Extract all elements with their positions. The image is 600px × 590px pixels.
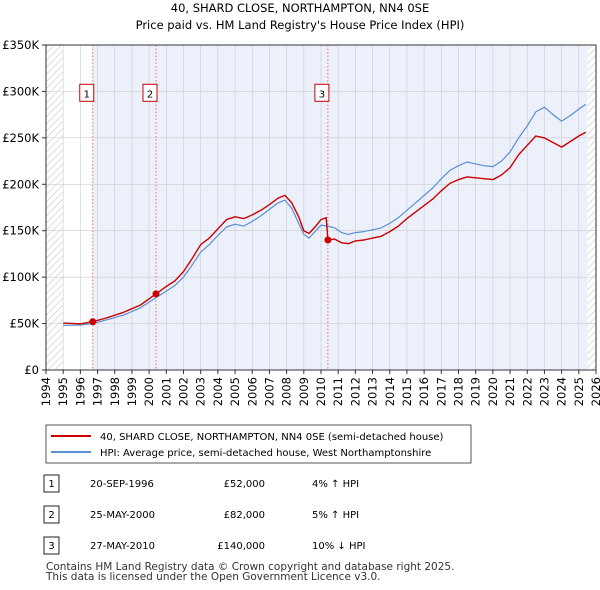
sale-label-number: 3 xyxy=(319,89,325,100)
row-number: 1 xyxy=(48,479,54,490)
y-tick-label: £250K xyxy=(2,131,39,145)
sale-label-number: 1 xyxy=(84,89,90,100)
x-tick-label: 1998 xyxy=(108,377,122,406)
property-series-line xyxy=(63,131,587,325)
row-number: 2 xyxy=(48,510,54,521)
x-tick-label: 2025 xyxy=(572,377,586,406)
y-tick-label: £50K xyxy=(10,317,40,331)
hpi-series-line xyxy=(63,103,587,326)
x-tick-label: 2010 xyxy=(314,377,328,406)
legend-box xyxy=(45,424,472,464)
x-tick-label: 2026 xyxy=(589,377,600,406)
hatch-before-data xyxy=(46,45,64,370)
x-tick-label: 2008 xyxy=(280,377,294,406)
table-row: 3 27-MAY-2010 £140,000 10% ↓ HPI xyxy=(43,536,365,555)
row-date: 20-SEP-1996 xyxy=(90,479,154,490)
sale-2-label: 2 xyxy=(142,83,158,102)
y-tick-label: £300K xyxy=(2,84,39,98)
hatch-after-data xyxy=(587,45,596,370)
row-date: 27-MAY-2010 xyxy=(90,541,155,552)
x-tick-label: 2001 xyxy=(159,377,173,406)
x-tick-label: 2016 xyxy=(417,377,431,406)
chart-subtitle: Price paid vs. HM Land Registry's House … xyxy=(136,18,465,32)
sale-label-box xyxy=(142,83,158,102)
sale-labels: 1 2 3 xyxy=(79,83,330,102)
legend-label-property: 40, SHARD CLOSE, NORTHAMPTON, NN4 0SE (s… xyxy=(100,432,444,443)
sale-1-label: 1 xyxy=(79,83,95,102)
hatched-regions xyxy=(46,45,596,370)
table-row: 1 20-SEP-1996 £52,000 4% ↑ HPI xyxy=(43,474,359,493)
sale-label-number: 2 xyxy=(147,89,153,100)
y-tick-label: £100K xyxy=(2,270,39,284)
sale-3-point xyxy=(324,236,332,244)
y-tick-label: £150K xyxy=(2,224,39,238)
x-tick-label: 2004 xyxy=(211,377,225,406)
row-hpi: 5% ↑ HPI xyxy=(312,510,359,521)
y-tick-label: £200K xyxy=(2,177,39,191)
sale-period-shade xyxy=(327,45,588,370)
x-tick-label: 2014 xyxy=(383,377,397,406)
x-tick-label: 2012 xyxy=(348,377,362,406)
row-price: £82,000 xyxy=(224,510,265,521)
row-hpi: 4% ↑ HPI xyxy=(312,479,359,490)
x-tick-label: 2007 xyxy=(262,377,276,406)
sales-table: 1 20-SEP-1996 £52,000 4% ↑ HPI 2 25-MAY-… xyxy=(43,474,365,555)
row-number-box xyxy=(43,474,60,493)
footer-licence: This data is licensed under the Open Gov… xyxy=(46,571,381,583)
x-tick-label: 2006 xyxy=(245,377,259,406)
x-tick-label: 2018 xyxy=(452,377,466,406)
post-sale-shading xyxy=(92,45,588,370)
x-tick-label: 2023 xyxy=(537,377,551,406)
row-number: 3 xyxy=(48,541,54,552)
y-tick-label: £350K xyxy=(2,38,39,52)
x-tick-label: 2017 xyxy=(434,377,448,406)
x-tick-label: 2009 xyxy=(297,377,311,406)
sale-2-point xyxy=(152,290,160,298)
x-tick-label: 2024 xyxy=(555,377,569,406)
sale-markers-lines xyxy=(92,45,329,370)
sale-3-label: 3 xyxy=(314,83,330,102)
table-row: 2 25-MAY-2000 £82,000 5% ↑ HPI xyxy=(43,505,359,524)
row-date: 25-MAY-2000 xyxy=(90,510,155,521)
x-tick-label: 2011 xyxy=(331,377,345,406)
x-tick-label: 2003 xyxy=(194,377,208,406)
row-hpi: 10% ↓ HPI xyxy=(312,541,365,552)
legend-label-hpi: HPI: Average price, semi-detached house,… xyxy=(100,448,431,459)
x-tick-label: 2019 xyxy=(469,377,483,406)
legend: 40, SHARD CLOSE, NORTHAMPTON, NN4 0SE (s… xyxy=(45,424,472,464)
row-number-box xyxy=(43,536,60,555)
sale-label-box xyxy=(79,83,95,102)
sale-1-point xyxy=(89,318,97,326)
y-axis-ticks: £0 £50K £100K £150K £200K £250K £300K £350K xyxy=(2,38,46,377)
x-tick-label: 2015 xyxy=(400,377,414,406)
chart-title: 40, SHARD CLOSE, NORTHAMPTON, NN4 0SE xyxy=(171,1,429,15)
x-tick-label: 2022 xyxy=(520,377,534,406)
x-tick-label: 1996 xyxy=(73,377,87,406)
sale-label-box xyxy=(314,83,330,102)
footer: Contains HM Land Registry data © Crown c… xyxy=(46,561,455,583)
x-tick-label: 2020 xyxy=(486,377,500,406)
row-price: £52,000 xyxy=(224,479,265,490)
footer-copyright: Contains HM Land Registry data © Crown c… xyxy=(46,561,455,573)
x-tick-label: 2000 xyxy=(142,377,156,406)
x-tick-label: 1999 xyxy=(125,377,139,406)
x-tick-label: 1997 xyxy=(91,377,105,406)
x-tick-label: 1995 xyxy=(56,377,70,406)
row-price: £140,000 xyxy=(217,541,265,552)
sale-points xyxy=(89,236,332,326)
x-tick-label: 2005 xyxy=(228,377,242,406)
sale-period-shade xyxy=(156,45,328,370)
x-tick-label: 2002 xyxy=(177,377,191,406)
series xyxy=(63,103,587,326)
x-axis-ticks: 1994 1995 1996 1997 1998 1999 2000 2001 2002 2003… xyxy=(39,370,600,406)
row-number-box xyxy=(43,505,60,524)
x-tick-label: 1994 xyxy=(39,377,53,406)
y-tick-label: £0 xyxy=(24,363,39,377)
x-tick-label: 2013 xyxy=(366,377,380,406)
x-tick-label: 2021 xyxy=(503,377,517,406)
